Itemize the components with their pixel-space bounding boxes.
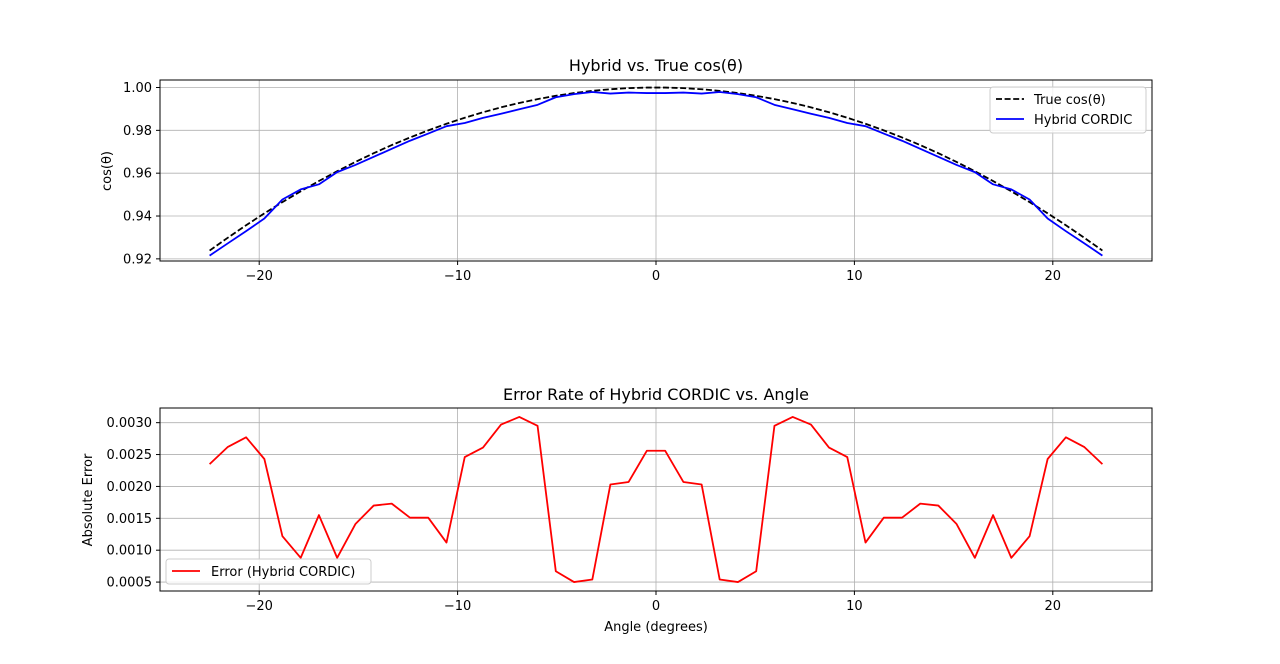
bottom-x-tick-label: −20 — [245, 599, 272, 614]
bottom-legend: Error (Hybrid CORDIC) — [165, 558, 372, 585]
top-legend: True cos(θ) Hybrid CORDIC — [989, 86, 1147, 134]
legend-label-hybrid-cordic: Hybrid CORDIC — [1034, 113, 1132, 128]
top-series — [209, 86, 1103, 257]
top-y-axis-label: cos(θ) — [100, 151, 115, 191]
top-subplot: Hybrid vs. True cos(θ) −20 −10 0 10 20 0.92 0.… — [100, 56, 1153, 284]
bottom-y-tick-label: 0.0010 — [107, 544, 153, 559]
bottom-y-tick-label: 0.0030 — [107, 416, 153, 431]
bottom-subplot: Error Rate of Hybrid CORDIC vs. Angle −2… — [81, 385, 1153, 635]
bottom-y-tick-label: 0.0015 — [107, 512, 153, 527]
legend-label-true-cos: True cos(θ) — [1033, 93, 1106, 108]
series-line-error-hybrid-cordic — [208, 416, 1104, 583]
bottom-ticks: −20 −10 0 10 20 0.0005 0.0010 0.0015 0.0020 0.002… — [107, 416, 1062, 614]
top-ticks: −20 −10 0 10 20 0.92 0.94 0.96 0.98 1.00 — [123, 81, 1061, 284]
top-y-tick-label: 0.92 — [123, 252, 152, 267]
top-y-tick-label: 0.98 — [123, 124, 152, 139]
bottom-y-axis-label: Absolute Error — [81, 453, 96, 546]
top-y-tick-label: 0.96 — [123, 167, 152, 182]
top-chart-title: Hybrid vs. True cos(θ) — [569, 56, 743, 75]
bottom-x-axis-label: Angle (degrees) — [604, 620, 708, 635]
bottom-x-tick-label: 10 — [846, 599, 863, 614]
top-x-tick-label: 20 — [1045, 269, 1062, 284]
top-x-tick-label: −10 — [444, 269, 471, 284]
bottom-legend-box — [165, 558, 372, 585]
top-grid — [160, 80, 1152, 261]
bottom-y-tick-label: 0.0020 — [107, 480, 153, 495]
bottom-x-tick-label: 20 — [1045, 599, 1062, 614]
top-x-tick-label: −20 — [245, 269, 272, 284]
series-line-hybrid-cordic — [209, 91, 1103, 257]
top-y-tick-label: 0.94 — [123, 210, 152, 225]
legend-label-error: Error (Hybrid CORDIC) — [211, 565, 355, 580]
top-y-tick-label: 1.00 — [123, 81, 152, 96]
bottom-x-tick-label: 0 — [652, 599, 660, 614]
bottom-chart-title: Error Rate of Hybrid CORDIC vs. Angle — [503, 385, 809, 404]
top-x-tick-label: 0 — [652, 269, 660, 284]
top-legend-box — [989, 86, 1147, 134]
top-x-tick-label: 10 — [846, 269, 863, 284]
bottom-x-tick-label: −10 — [444, 599, 471, 614]
bottom-y-tick-label: 0.0005 — [107, 576, 153, 591]
bottom-series — [208, 416, 1104, 583]
bottom-y-tick-label: 0.0025 — [107, 448, 153, 463]
series-line-true-cos — [209, 86, 1103, 252]
